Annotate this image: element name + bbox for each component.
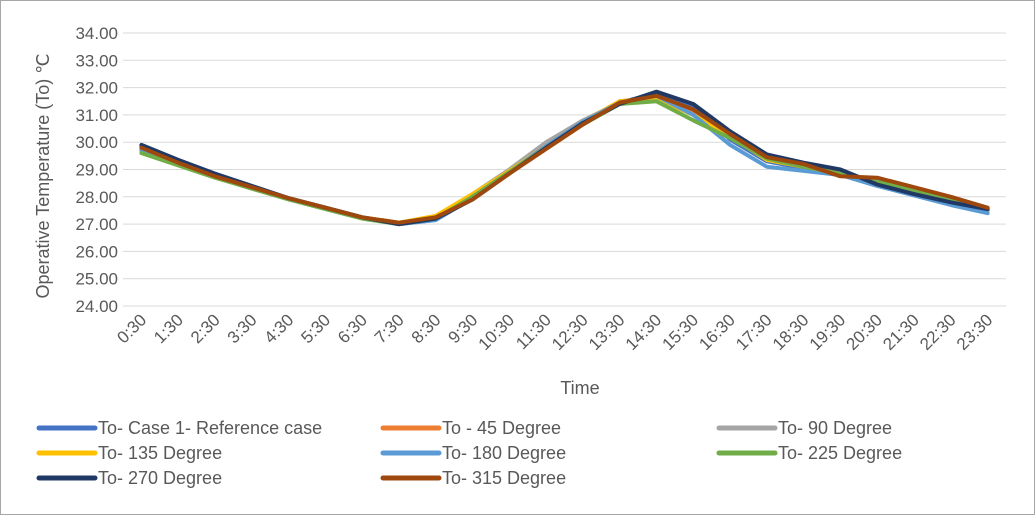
series-line-1 xyxy=(139,95,990,225)
y-tick-label: 29.00 xyxy=(75,161,118,180)
legend-item: To - 45 Degree xyxy=(380,418,561,438)
x-tick-label: 3:30 xyxy=(224,310,261,347)
legend-label: To- 180 Degree xyxy=(442,443,566,463)
series-line-0 xyxy=(139,91,990,227)
x-tick-label: 15:30 xyxy=(659,310,703,354)
legend-label: To - 45 Degree xyxy=(442,418,561,438)
x-tick-label: 20:30 xyxy=(843,310,887,354)
legend-item: To- 225 Degree xyxy=(716,443,902,463)
y-tick-label: 31.00 xyxy=(75,106,118,125)
legend-item: To- 90 Degree xyxy=(716,418,892,438)
x-tick-label: 11:30 xyxy=(512,310,555,353)
x-tick-label: 22:30 xyxy=(916,310,960,354)
x-tick-label: 19:30 xyxy=(806,310,850,354)
y-tick-label: 28.00 xyxy=(75,188,118,207)
gridlines xyxy=(123,32,1006,307)
x-tick-label: 13:30 xyxy=(585,310,629,354)
series-line-2 xyxy=(139,95,990,225)
x-tick-label: 6:30 xyxy=(334,310,371,347)
legend: To- Case 1- Reference case To - 45 Degree… xyxy=(36,418,902,488)
legend-item: To- 180 Degree xyxy=(380,443,566,463)
legend-label: To- 225 Degree xyxy=(778,443,902,463)
legend-item: To- Case 1- Reference case xyxy=(36,418,322,438)
x-tick-label: 14:30 xyxy=(622,310,666,354)
x-tick-label: 8:30 xyxy=(408,310,445,347)
x-axis-title: Time xyxy=(560,378,599,398)
legend-label: To- 270 Degree xyxy=(98,468,222,488)
x-tick-label: 18:30 xyxy=(769,310,813,354)
series-line-3 xyxy=(139,96,990,225)
y-tick-label: 27.00 xyxy=(75,215,118,234)
x-tick-label: 1:30 xyxy=(150,310,187,347)
legend-label: To- Case 1- Reference case xyxy=(98,418,322,438)
y-axis-title: Operative Temperature (To) ℃ xyxy=(33,54,53,299)
y-tick-label: 24.00 xyxy=(75,297,118,316)
x-tick-label: 23:30 xyxy=(953,310,997,354)
y-tick-label: 34.00 xyxy=(75,24,118,43)
x-tick-label: 16:30 xyxy=(695,310,739,354)
x-tick-label: 12:30 xyxy=(548,310,592,354)
x-tick-label: 2:30 xyxy=(187,310,224,347)
x-tick-label: 21:30 xyxy=(879,310,923,354)
y-tick-label: 26.00 xyxy=(75,242,118,261)
y-tick-label: 33.00 xyxy=(75,51,118,70)
series-line-6 xyxy=(139,89,990,227)
legend-label: To- 90 Degree xyxy=(778,418,892,438)
legend-item: To- 135 Degree xyxy=(36,443,222,463)
y-tick-label: 30.00 xyxy=(75,133,118,152)
y-tick-label: 25.00 xyxy=(75,270,118,289)
x-tick-label: 17:30 xyxy=(732,310,776,354)
series-line-5 xyxy=(139,99,990,227)
x-tick-label: 7:30 xyxy=(371,310,408,347)
y-tick-label: 32.00 xyxy=(75,79,118,98)
y-axis-ticks: 24.00 25.00 26.00 27.00 28.00 29.00 30.00 31.00… xyxy=(75,24,118,316)
legend-item: To- 270 Degree xyxy=(36,468,222,488)
x-tick-label: 5:30 xyxy=(297,310,334,347)
x-tick-label: 10:30 xyxy=(475,310,519,354)
legend-item: To- 315 Degree xyxy=(380,468,566,488)
x-axis-ticks: 0:30 1:30 2:30 3:30 4:30 5:30 6:30 7:30 8:30 9:30… xyxy=(113,310,996,354)
series-line-7 xyxy=(139,93,990,225)
legend-label: To- 135 Degree xyxy=(98,443,222,463)
legend-label: To- 315 Degree xyxy=(442,468,566,488)
x-tick-label: 0:30 xyxy=(113,310,150,347)
series-lines xyxy=(139,89,990,227)
x-tick-label: 4:30 xyxy=(261,310,298,347)
